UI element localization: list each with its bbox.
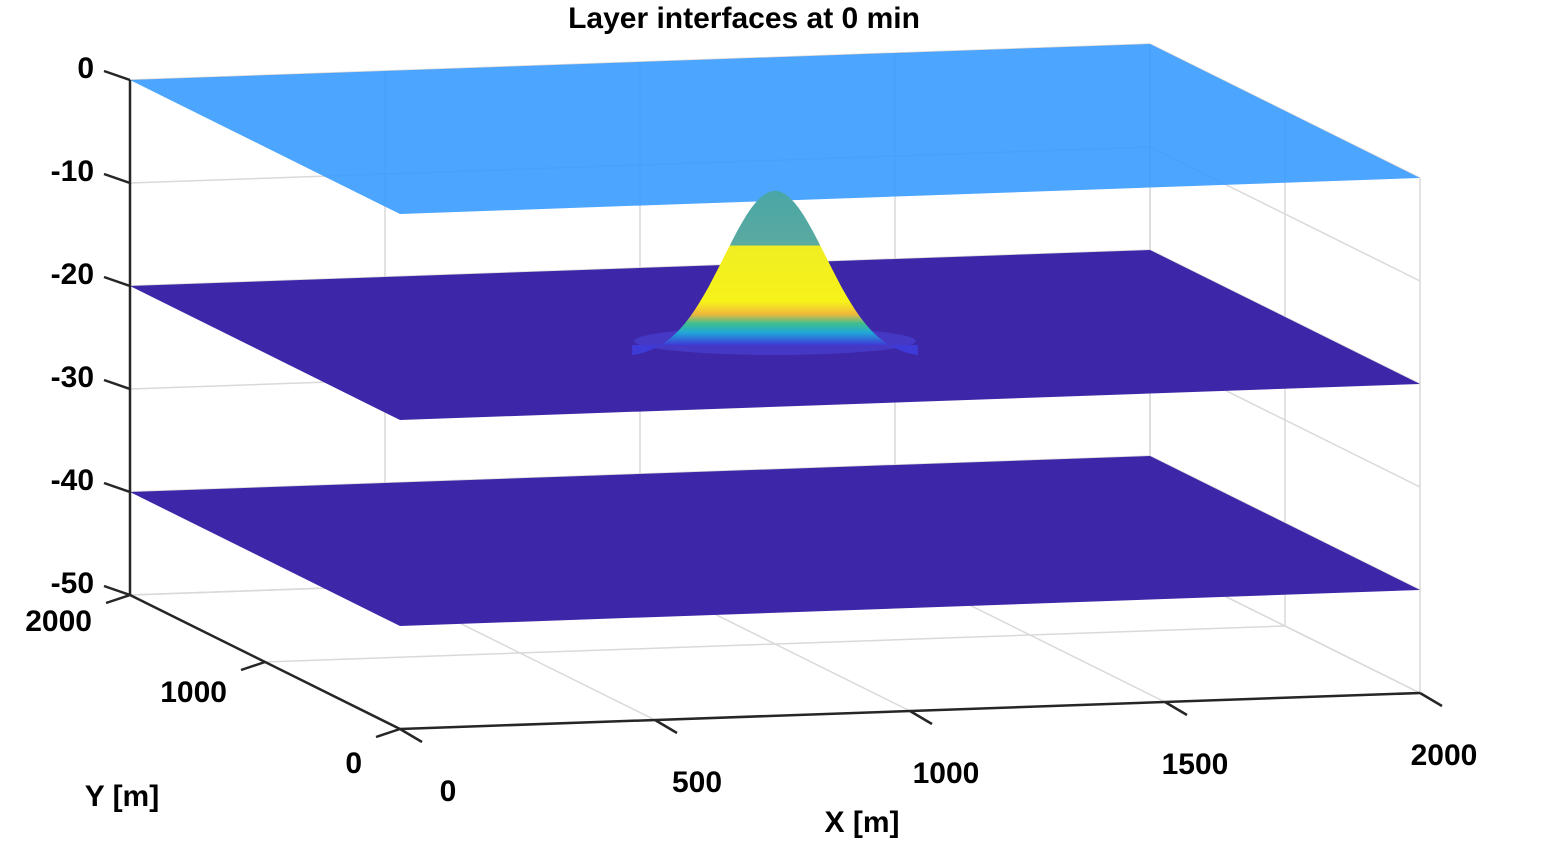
z-tick-label-3: -30 [51, 361, 94, 394]
axes [103, 69, 1443, 744]
x-tick-2 [909, 709, 933, 726]
z-tick-3 [103, 378, 131, 391]
x-tick-label-4: 2000 [1411, 739, 1478, 772]
x-tick-4 [1419, 691, 1443, 708]
x-axis-label: X [m] [825, 806, 900, 839]
layer-surfaces [130, 44, 1420, 626]
z-tick-5 [103, 584, 131, 597]
y-tick-label-0: 0 [345, 747, 362, 780]
y-axis-label: Y [m] [85, 780, 159, 813]
tick-labels: 0 -10 -20 -30 -40 -50 0 500 1000 1500 2000 0 1000 200… [25, 52, 1477, 808]
z-tick-label-5: -50 [51, 567, 94, 600]
x-tick-label-3: 1500 [1162, 748, 1229, 781]
z-tick-label-1: -10 [51, 155, 94, 188]
chart-title: Layer interfaces at 0 min [568, 2, 920, 35]
x-tick-label-0: 0 [440, 775, 457, 808]
z-tick-label-0: 0 [77, 52, 94, 85]
z-tick-0 [103, 69, 131, 82]
y-tick-0 [375, 727, 401, 739]
y-tick-2 [105, 593, 131, 605]
layer-surface-2 [130, 456, 1420, 626]
x-tick-label-2: 1000 [913, 757, 980, 790]
y-tick-label-1: 1000 [160, 676, 227, 709]
x-tick-label-1: 500 [672, 766, 722, 799]
y-tick-label-2: 2000 [25, 605, 92, 638]
layer-bump-1 [632, 190, 918, 356]
z-tick-4 [103, 481, 131, 494]
x-tick-0 [399, 727, 423, 744]
x-tick-1 [654, 718, 678, 735]
x-tick-3 [1164, 700, 1188, 717]
layer-surface-0 [130, 44, 1420, 214]
z-tick-label-4: -40 [51, 464, 94, 497]
z-tick-1 [103, 172, 131, 185]
z-tick-2 [103, 275, 131, 288]
grid-floor-y-1 [264, 625, 1286, 663]
y-tick-1 [240, 660, 266, 672]
z-tick-label-2: -20 [51, 258, 94, 291]
